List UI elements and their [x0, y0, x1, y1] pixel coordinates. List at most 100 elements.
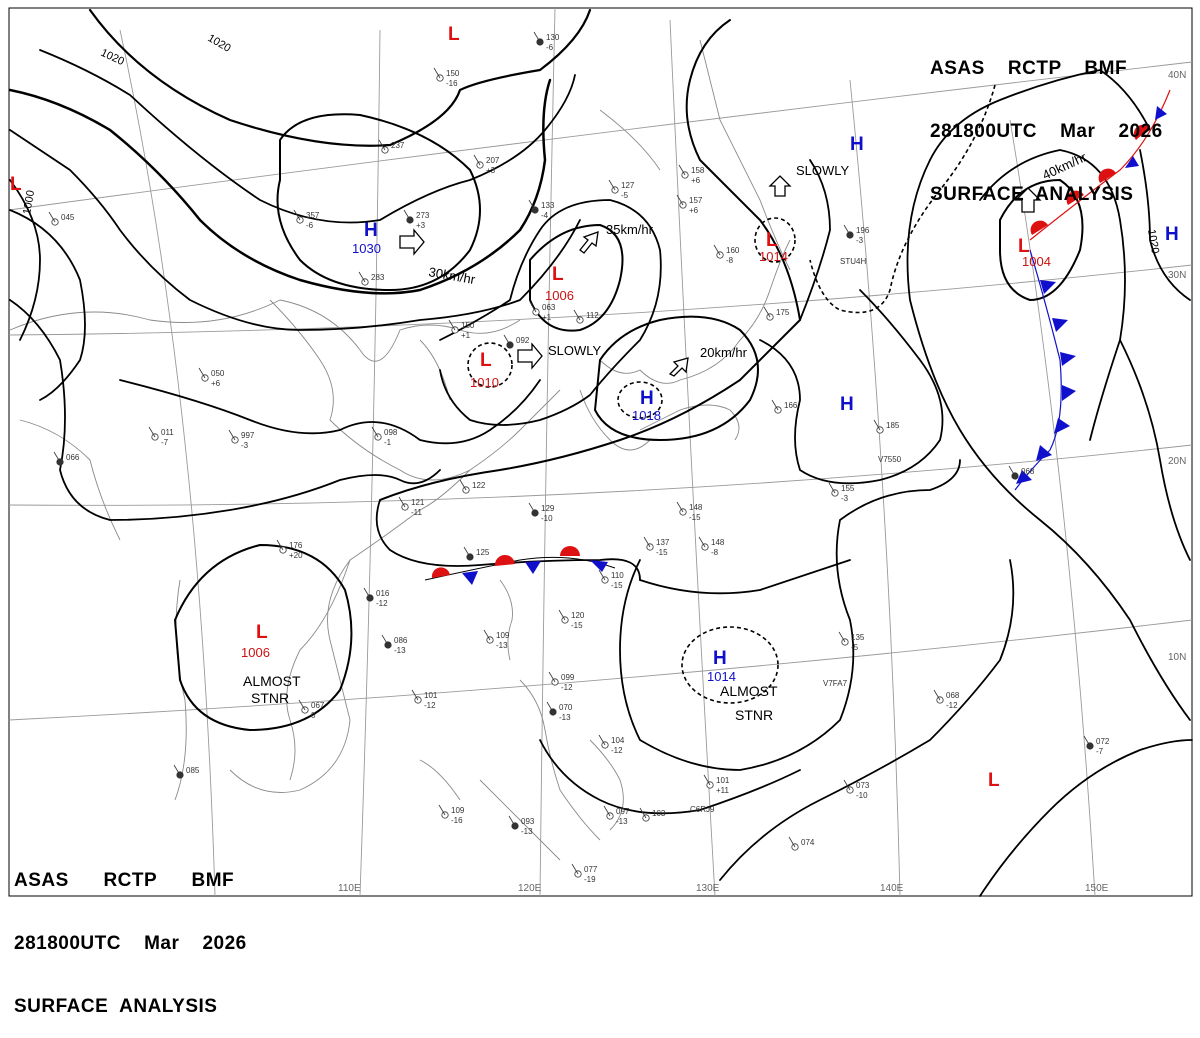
station-plot: 196-3 [843, 224, 870, 245]
wind-barb-icon [433, 67, 441, 79]
wind-barb-icon [548, 671, 556, 683]
wind-barb-icon [713, 244, 721, 256]
high-pressure-letter: H [364, 220, 378, 241]
station-plot: 160-8 [713, 244, 740, 265]
station-pressure: 070 [559, 703, 573, 712]
station-plot: 137-15 [643, 536, 670, 557]
pressure-value: 1006 [241, 645, 270, 660]
station-pressure: 103 [652, 809, 666, 818]
wind-barb-icon [508, 815, 516, 827]
station-pressure: 050 [211, 369, 225, 378]
wind-barb-icon [276, 539, 284, 551]
station-plot: 074 [788, 836, 815, 851]
station-tendency: +1 [542, 313, 552, 322]
high-pressure-letter: H [640, 388, 654, 409]
station-pressure: 125 [476, 548, 490, 557]
wind-barb-icon [873, 419, 881, 431]
wind-barb-icon [448, 319, 456, 331]
wind-barb-icon [48, 211, 56, 223]
lon-labels: 110E 120E 130E 140E 150E [338, 883, 1109, 894]
station-plot: 273+3 [403, 209, 430, 230]
wind-barb-icon [678, 164, 686, 176]
station-plot: 150+1 [448, 319, 475, 340]
station-pressure: 086 [394, 636, 408, 645]
station-pressure: 016 [376, 589, 390, 598]
wind-barb-icon [843, 224, 851, 236]
lon-label: 140E [880, 883, 904, 894]
wind-barb-icon [228, 429, 236, 441]
wind-barb-icon [573, 309, 581, 321]
wind-barb-icon [473, 154, 481, 166]
wind-barb-icon [676, 194, 684, 206]
pressure-value: 1030 [352, 241, 381, 256]
lon-label: 110E [338, 883, 361, 894]
station-plot: 237 [378, 139, 405, 154]
station-plot: 050+6 [198, 367, 225, 388]
isobar-label: 1020 [1145, 228, 1161, 254]
station-tendency: 0 [311, 711, 316, 720]
station-tendency: -13 [496, 641, 508, 650]
station-tendency: -16 [451, 816, 463, 825]
header-time-line: 281800UTC Mar 2026 [930, 121, 1163, 142]
station-tendency: +6 [691, 176, 701, 185]
station-plot: 166 [771, 399, 798, 414]
station-tendency: -5 [851, 643, 859, 652]
station-tendency: -4 [541, 211, 549, 220]
station-pressure: 063 [542, 303, 556, 312]
station-plot: 283 [358, 271, 385, 286]
station-pressure: 185 [886, 421, 900, 430]
motion-speed-label: 20km/hr [700, 345, 748, 360]
station-pressure: 093 [521, 817, 535, 826]
station-plot: 997-3 [228, 429, 255, 450]
station-pressure: 997 [241, 431, 255, 440]
pressure-value: 1006 [545, 288, 574, 303]
station-tendency: -13 [559, 713, 571, 722]
lat-labels: 40N 30N 20N 10N [1168, 70, 1186, 663]
station-pressure: 196 [856, 226, 870, 235]
station-pressure: 148 [689, 503, 703, 512]
wind-barb-icon [698, 536, 706, 548]
wind-barb-icon [503, 334, 511, 346]
station-pressure: 150 [446, 69, 460, 78]
station-pressure: 104 [611, 736, 625, 745]
station-plot: 109-16 [438, 804, 465, 825]
station-tendency: -12 [561, 683, 573, 692]
station-pressure: 150 [461, 321, 475, 330]
low-pressure-letter: L [1018, 236, 1030, 257]
station-pressure: 066 [66, 453, 80, 462]
station-plot: 098-1 [371, 426, 398, 447]
station-tendency: -5 [621, 191, 629, 200]
station-pressure: 074 [801, 838, 815, 847]
low-pressure-letter: L [480, 350, 492, 371]
wind-barb-icon [363, 587, 371, 599]
wind-barb-icon [1008, 465, 1016, 477]
station-plot: 176+20 [276, 539, 303, 560]
station-plot: 158+6 [678, 164, 705, 185]
station-plot: 129-10 [528, 502, 555, 523]
station-pressure: 109 [451, 806, 465, 815]
station-plot: 070-13 [546, 701, 573, 722]
wind-barb-icon [763, 306, 771, 318]
wind-barb-icon [546, 701, 554, 713]
wind-barb-icon [933, 689, 941, 701]
station-pressure: 175 [776, 308, 790, 317]
station-pressure: 176 [289, 541, 303, 550]
wind-barb-icon [1083, 735, 1091, 747]
station-tendency: -6 [546, 43, 554, 52]
station-plot: 073-10 [843, 779, 870, 800]
station-plot: 120-15 [558, 609, 585, 630]
high-pressure-letter: H [850, 134, 864, 155]
arrow-icon [517, 342, 543, 370]
station-plot: 150-16 [433, 67, 460, 88]
wind-barb-icon [438, 804, 446, 816]
wind-barb-icon [771, 399, 779, 411]
wind-barb-icon [598, 734, 606, 746]
wind-barb-icon [371, 426, 379, 438]
station-pressure: 085 [186, 766, 200, 775]
station-tendency: -12 [376, 599, 388, 608]
station-plot: 063+1 [529, 301, 556, 322]
station-pressure: 157 [689, 196, 703, 205]
station-tendency: +3 [486, 166, 496, 175]
pressure-value: 1014 [759, 249, 788, 264]
lat-label: 20N [1168, 456, 1186, 467]
